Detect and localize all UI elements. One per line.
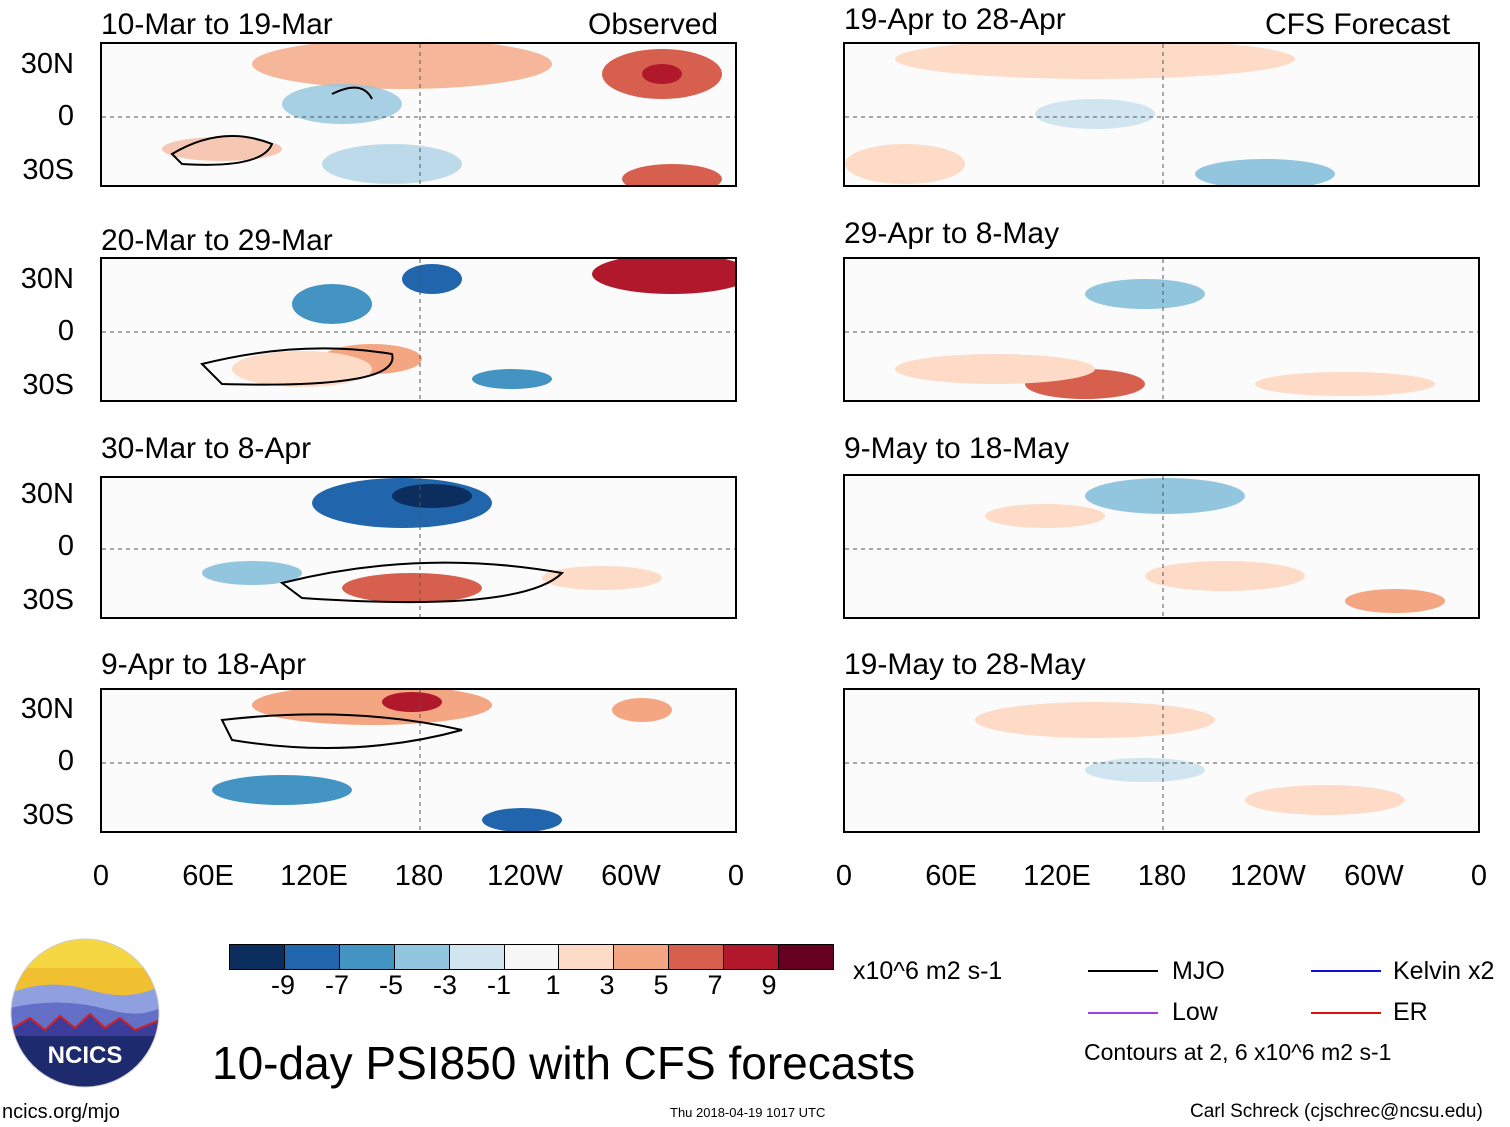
lon-label: 0: [1470, 860, 1488, 892]
legend-line-kelvin: [1311, 970, 1381, 972]
map-panel-forecast-1: [843, 42, 1480, 187]
colorbar-swatch: [338, 945, 394, 969]
legend-line-low: [1088, 1012, 1158, 1014]
map-panel-observed-3: [100, 476, 737, 619]
contours-note: Contours at 2, 6 x10^6 m2 s-1: [1084, 1039, 1392, 1065]
lat-label: 30N: [20, 48, 74, 80]
lon-label: 0: [727, 860, 745, 892]
colorbar-label: 9: [761, 970, 777, 1000]
lon-label: 180: [394, 860, 444, 892]
observed-header: Observed: [588, 8, 719, 41]
panel-title: 29-Apr to 8-May: [844, 217, 1060, 250]
footer-url[interactable]: ncics.org/mjo: [2, 1101, 120, 1123]
lon-label: 60E: [925, 860, 977, 892]
colorbar-label: -5: [378, 970, 403, 1000]
lat-label: 30S: [22, 369, 74, 401]
lat-label: 30S: [22, 584, 74, 616]
colorbar-swatch: [613, 945, 669, 969]
lat-label: 30N: [20, 478, 74, 510]
legend-label-er: ER: [1393, 998, 1428, 1026]
legend-line-mjo: [1088, 970, 1158, 972]
lon-label: 180: [1137, 860, 1187, 892]
colorbar-label: 3: [599, 970, 615, 1000]
lat-label: 0: [57, 315, 74, 347]
lat-label: 30N: [20, 693, 74, 725]
lon-label: 60W: [1344, 860, 1404, 892]
map-panel-forecast-4: [843, 688, 1480, 833]
lon-label: 120W: [1230, 860, 1306, 892]
colorbar-label: -1: [486, 970, 511, 1000]
colorbar-swatch: [503, 945, 559, 969]
colorbar-label: 5: [653, 970, 669, 1000]
colorbar: [229, 944, 834, 970]
colorbar-swatch: [283, 945, 339, 969]
colorbar-label: 1: [545, 970, 561, 1000]
colorbar-label: -7: [324, 970, 349, 1000]
lat-label: 30S: [22, 154, 74, 186]
colorbar-swatch: [230, 945, 284, 969]
colorbar-label: 7: [707, 970, 723, 1000]
panel-title: 9-May to 18-May: [844, 432, 1070, 465]
colorbar-swatch: [778, 945, 833, 969]
lat-label: 0: [57, 530, 74, 562]
colorbar-swatch: [558, 945, 614, 969]
lon-label: 120E: [1023, 860, 1091, 892]
colorbar-swatch: [668, 945, 724, 969]
lat-label: 0: [57, 100, 74, 132]
panel-title: 20-Mar to 29-Mar: [101, 224, 333, 257]
logo-text: NCICS: [48, 1042, 123, 1069]
ncics-logo: NCICS: [10, 938, 160, 1088]
colorbar-units: x10^6 m2 s-1: [853, 957, 1003, 985]
map-panel-observed-2: [100, 257, 737, 402]
colorbar-swatch: [393, 945, 449, 969]
colorbar-label: -3: [432, 970, 457, 1000]
colorbar-labels: -9 -7 -5 -3 -1 1 3 5 7 9: [256, 970, 816, 1004]
map-panel-observed-1: [100, 42, 737, 187]
panel-title: 19-May to 28-May: [844, 648, 1086, 681]
panel-title: 10-Mar to 19-Mar: [101, 8, 333, 41]
map-panel-forecast-3: [843, 474, 1480, 619]
lat-label: 30N: [20, 263, 74, 295]
lat-label: 30S: [22, 799, 74, 831]
map-panel-observed-4: [100, 688, 737, 833]
lon-label: 60E: [182, 860, 234, 892]
panel-title: 30-Mar to 8-Apr: [101, 432, 312, 465]
colorbar-swatch: [723, 945, 779, 969]
lat-label: 0: [57, 745, 74, 777]
map-panel-forecast-2: [843, 257, 1480, 402]
main-title: 10-day PSI850 with CFS forecasts: [212, 1037, 916, 1089]
lon-label: 0: [92, 860, 110, 892]
colorbar-swatch: [448, 945, 504, 969]
panel-title: 9-Apr to 18-Apr: [101, 648, 307, 681]
panel-title: 19-Apr to 28-Apr: [844, 3, 1066, 36]
footer-author: Carl Schreck (cjschrec@ncsu.edu): [1190, 1101, 1483, 1122]
legend-label-mjo: MJO: [1172, 957, 1225, 985]
legend-label-kelvin: Kelvin x2: [1393, 957, 1495, 985]
lon-label: 120E: [280, 860, 348, 892]
lon-label: 0: [835, 860, 853, 892]
legend-label-low: Low: [1172, 998, 1218, 1026]
legend-line-er: [1311, 1012, 1381, 1014]
colorbar-label: -9: [270, 970, 295, 1000]
forecast-header: CFS Forecast: [1265, 8, 1451, 41]
lon-label: 120W: [487, 860, 563, 892]
lon-label: 60W: [601, 860, 661, 892]
footer-timestamp: Thu 2018-04-19 1017 UTC: [670, 1105, 826, 1120]
